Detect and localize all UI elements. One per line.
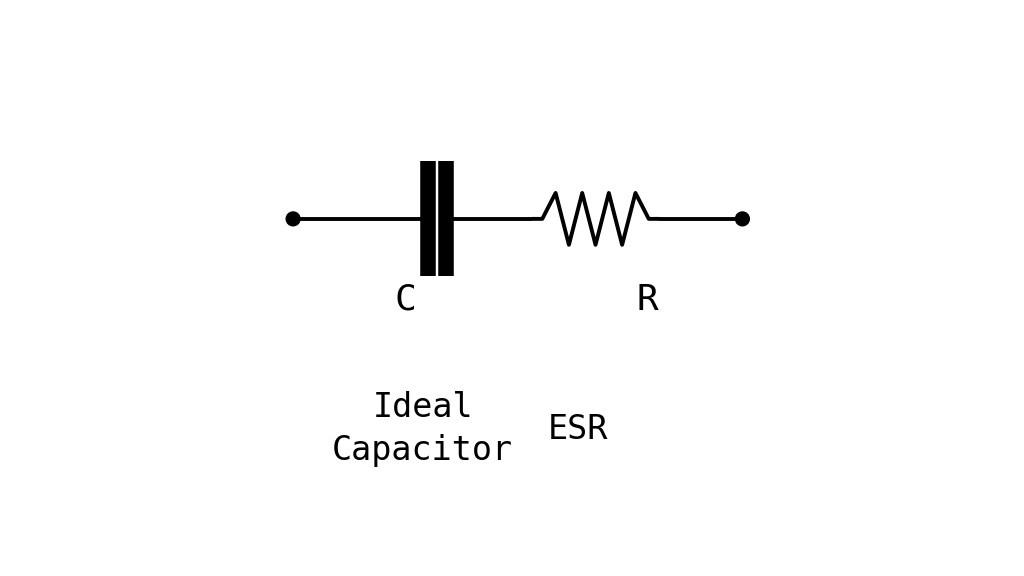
Text: Ideal
Capacitor: Ideal Capacitor xyxy=(332,391,513,467)
Circle shape xyxy=(287,212,300,226)
Text: ESR: ESR xyxy=(548,412,608,446)
Circle shape xyxy=(735,212,750,226)
Text: C: C xyxy=(394,282,417,317)
Text: R: R xyxy=(637,282,658,317)
